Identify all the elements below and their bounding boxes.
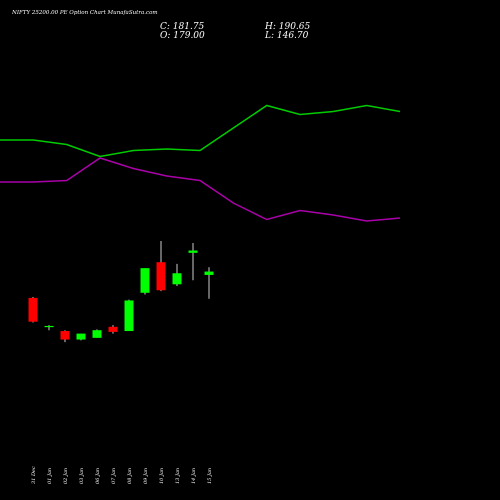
x-tick-label: 13 Jan	[175, 468, 181, 484]
candle-body	[76, 333, 86, 340]
candle-body	[140, 268, 150, 293]
x-tick-label: 02 Jan	[63, 468, 69, 484]
candle-body	[204, 271, 214, 275]
candle-body	[124, 300, 134, 332]
line-series-2	[0, 157, 401, 222]
x-tick-label: 06 Jan	[95, 468, 101, 484]
candle-body	[172, 273, 182, 285]
candle-body	[108, 326, 118, 332]
close-label: C: 181.75	[160, 22, 205, 32]
open-label: O: 179.00	[160, 31, 205, 41]
x-tick-label: 07 Jan	[111, 468, 117, 484]
high-label: H: 190.65	[264, 22, 311, 32]
x-tick-label: 10 Jan	[159, 468, 165, 484]
x-tick-label: 14 Jan	[191, 468, 197, 484]
x-tick-label: 15 Jan	[207, 468, 213, 484]
chart-title: NIFTY 25200.00 PE Option Chart MunafaSut…	[11, 10, 158, 16]
candle-body	[92, 330, 102, 338]
x-tick-label: 09 Jan	[143, 468, 149, 484]
x-tick-label: 31 Dec	[31, 466, 37, 484]
candle-body	[28, 297, 38, 322]
candle-body	[156, 262, 166, 291]
candle-body	[60, 331, 70, 340]
x-tick-label: 01 Jan	[47, 468, 53, 484]
candlesticks	[28, 240, 214, 343]
low-label: L: 146.70	[264, 31, 309, 41]
candle-body	[44, 325, 54, 328]
x-tick-label: 08 Jan	[127, 468, 133, 484]
indicator-lines	[0, 104, 401, 222]
x-axis-labels: 31 Dec 01 Jan 02 Jan 03 Jan 06 Jan 07 Jan 08 J…	[31, 466, 213, 484]
line-series-1	[0, 104, 401, 158]
candle-body	[188, 250, 198, 253]
x-tick-label: 03 Jan	[79, 468, 85, 484]
